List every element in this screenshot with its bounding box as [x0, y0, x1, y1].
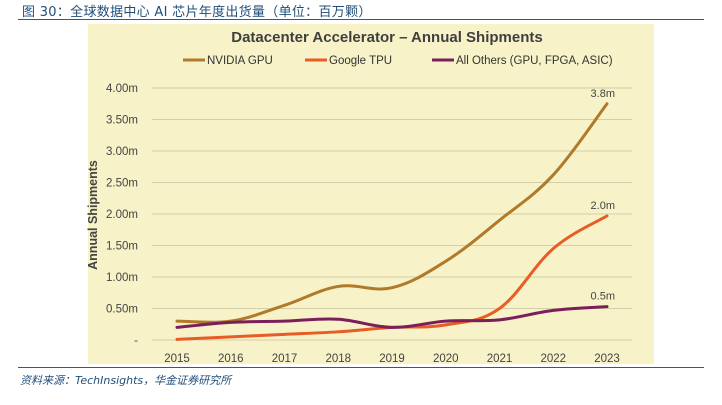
y-tick-label: 1.50m — [106, 241, 138, 253]
data-label-nvidia-gpu: 3.8m — [591, 88, 615, 100]
y-tick-label: 1.00m — [106, 272, 138, 284]
data-label-all-others-gpu-fpga-asic: 0.5m — [591, 291, 615, 303]
y-tick-label: 2.50m — [106, 178, 138, 190]
chart-title: Datacenter Accelerator – Annual Shipment… — [231, 29, 542, 46]
data-label-google-tpu: 2.0m — [591, 200, 615, 212]
x-tick-label: 2016 — [218, 353, 244, 365]
x-tick-label: 2023 — [594, 353, 620, 365]
y-tick-label: 0.50m — [106, 304, 138, 316]
y-tick-label: 3.00m — [106, 146, 138, 158]
legend-label-nvidia-gpu: NVIDIA GPU — [207, 55, 273, 67]
x-tick-label: 2022 — [540, 353, 566, 365]
x-tick-label: 2017 — [272, 353, 298, 365]
series-lines — [175, 102, 609, 341]
x-tick-label: 2018 — [325, 353, 351, 365]
x-tick-label: 2021 — [487, 353, 513, 365]
y-axis-label: Annual Shipments — [86, 160, 100, 270]
chart-background — [88, 24, 654, 364]
gridlines — [152, 87, 632, 341]
x-tick-label: 2020 — [433, 353, 459, 365]
series-line-nvidia-gpu — [175, 102, 609, 324]
y-tick-label: 3.50m — [106, 115, 138, 127]
x-tick-label: 2019 — [379, 353, 405, 365]
legend-label-all-others-gpu-fpga-asic: All Others (GPU, FPGA, ASIC) — [456, 55, 613, 67]
bottom-rule — [18, 367, 704, 368]
source-note: 资料来源：TechInsights，华金证券研究所 — [20, 374, 232, 387]
y-tick-label: 2.00m — [106, 209, 138, 221]
y-axis-ticks: - 0.50m 1.00m 1.50m 2.00m 2.50m 3.00m 3.50m 4.00… — [106, 83, 138, 347]
x-tick-label: 2015 — [164, 353, 190, 365]
top-rule — [18, 19, 704, 20]
legend: NVIDIA GPU Google TPU All Others (GPU, FPG… — [183, 55, 613, 67]
y-tick-label: 4.00m — [106, 83, 138, 95]
figure-caption: 图 30：全球数据中心 AI 芯片年度出货量（单位：百万颗） — [22, 5, 372, 20]
data-labels: 3.8m 2.0m 0.5m — [591, 88, 615, 303]
y-tick-label: - — [134, 335, 138, 347]
x-axis-ticks: 2015 2016 2017 2018 2019 2020 2021 2022 2023 — [164, 353, 620, 365]
legend-label-google-tpu: Google TPU — [329, 55, 392, 67]
series-line-all-others-gpu-fpga-asic — [175, 305, 609, 329]
